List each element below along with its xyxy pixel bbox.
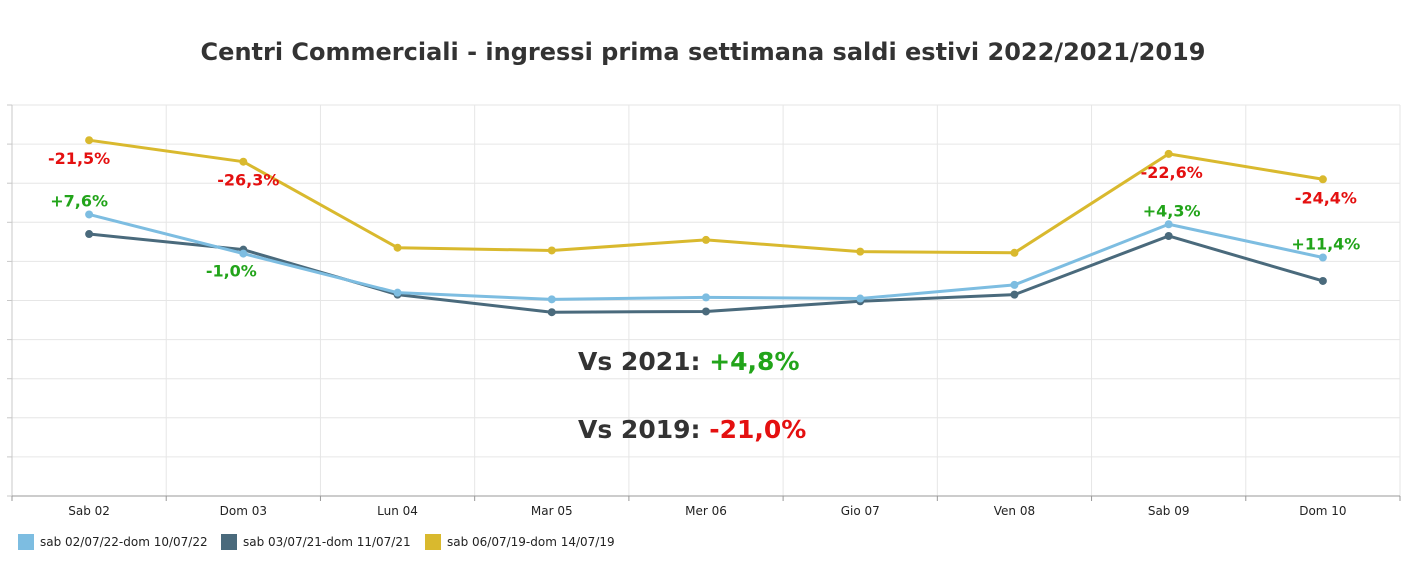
data-point — [702, 293, 710, 302]
data-point — [1318, 276, 1327, 285]
data-label: -22,6% — [1141, 163, 1203, 182]
data-point — [702, 235, 710, 244]
data-point — [393, 243, 402, 252]
data-label: +4,3% — [1143, 201, 1201, 220]
x-tick-label: Ven 08 — [994, 504, 1035, 518]
legend-label[interactable]: sab 06/07/19-dom 14/07/19 — [447, 535, 615, 549]
data-point — [239, 249, 248, 258]
data-point — [1010, 248, 1019, 257]
data-point — [1010, 290, 1019, 299]
data-point — [1318, 253, 1327, 262]
data-point — [1010, 280, 1019, 289]
legend-swatch — [221, 534, 237, 550]
data-label: +7,6% — [50, 191, 108, 210]
x-tick-label: Sab 09 — [1148, 504, 1190, 518]
x-tick-label: Sab 02 — [68, 504, 110, 518]
x-tick-label: Mer 06 — [685, 504, 727, 518]
annotations-layer: Vs 2021: +4,8% Vs 2019: -21,0% — [578, 347, 806, 444]
data-point — [856, 294, 865, 303]
data-point — [547, 295, 556, 304]
series-line — [88, 213, 1324, 301]
data-label: -1,0% — [206, 262, 257, 281]
data-labels-layer: +7,6% -1,0% +4,3% +11,4% -21,5% -26,3% -22,6% -… — [48, 149, 1360, 280]
data-point — [1164, 149, 1173, 158]
data-point — [1164, 220, 1173, 229]
data-label: -26,3% — [217, 171, 279, 190]
data-point — [547, 308, 556, 317]
x-tick-label: Dom 03 — [220, 504, 267, 518]
data-point — [547, 246, 556, 255]
x-tick-label: Gio 07 — [841, 504, 880, 518]
data-point — [1164, 231, 1173, 240]
data-label: +11,4% — [1291, 234, 1360, 253]
data-point — [239, 157, 248, 166]
data-point — [85, 136, 94, 145]
legend-label[interactable]: sab 03/07/21-dom 11/07/21 — [243, 535, 411, 549]
chart-title: Centri Commerciali - ingressi prima sett… — [201, 38, 1206, 66]
annotation-text: Vs 2019: -21,0% — [578, 415, 806, 444]
data-point — [702, 307, 710, 316]
annotation-label: Vs 2019: — [578, 415, 709, 444]
data-point — [85, 230, 94, 239]
x-tick-label: Lun 04 — [377, 504, 418, 518]
x-axis-ticks: Sab 02 Dom 03 Lun 04 Mar 05 Mer 06 Gio 07 Ven … — [11, 496, 1401, 518]
legend: sab 02/07/22-dom 10/07/22 sab 03/07/21-do… — [18, 534, 615, 550]
series-layer — [85, 136, 1327, 317]
legend-swatch — [18, 534, 34, 550]
x-tick-label: Dom 10 — [1299, 504, 1346, 518]
data-label: -21,5% — [48, 149, 110, 168]
annotation-text: Vs 2021: +4,8% — [578, 347, 800, 376]
annotation-value: -21,0% — [709, 415, 806, 444]
annotation-value: +4,8% — [709, 347, 799, 376]
data-point — [393, 288, 402, 297]
legend-swatch — [425, 534, 441, 550]
x-tick-label: Mar 05 — [531, 504, 573, 518]
legend-label[interactable]: sab 02/07/22-dom 10/07/22 — [40, 535, 208, 549]
data-label: -24,4% — [1295, 188, 1357, 207]
annotation-label: Vs 2021: — [578, 347, 709, 376]
data-point — [856, 247, 865, 256]
data-point — [1318, 175, 1327, 184]
data-point — [85, 210, 94, 219]
